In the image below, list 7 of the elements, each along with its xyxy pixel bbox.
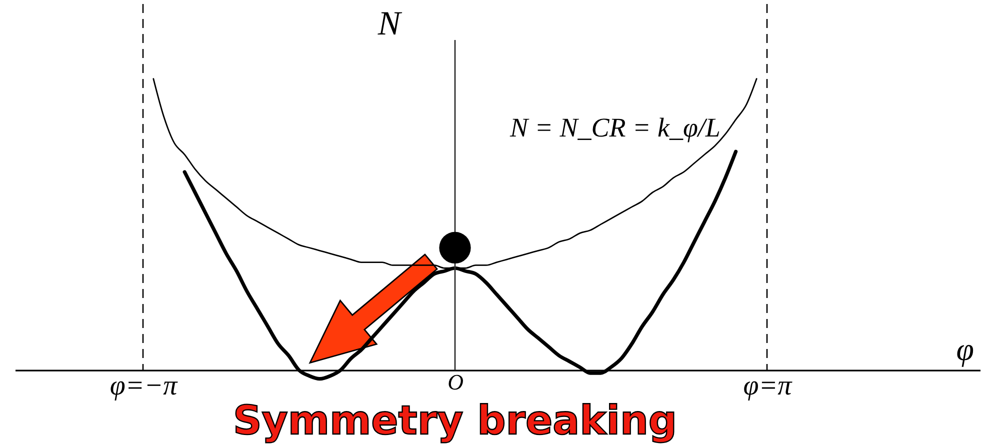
x-tick-label: φ=π <box>743 370 793 402</box>
text: Symmetry breaking <box>232 398 678 444</box>
y-axis-title: N <box>376 6 403 42</box>
text: N = N_CR = k_φ/L <box>509 112 720 143</box>
x-tick-label: O <box>448 370 464 395</box>
text: φ <box>956 331 974 368</box>
x-tick-label: φ=−π <box>110 370 178 402</box>
